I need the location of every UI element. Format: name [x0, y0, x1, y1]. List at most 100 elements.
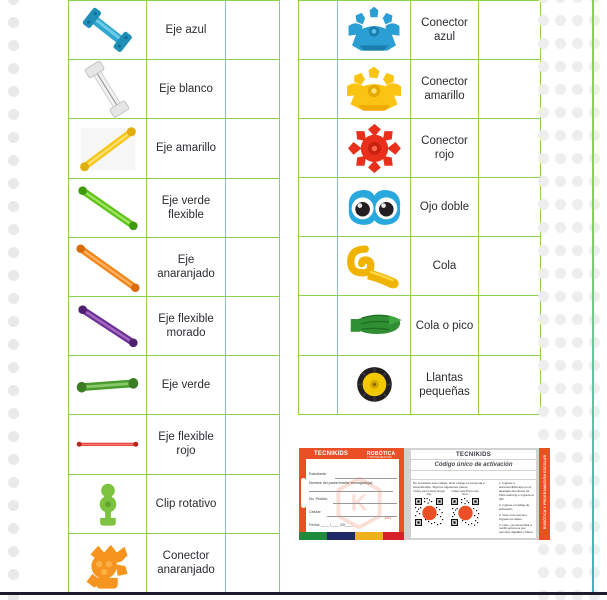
eje-verde-icon — [68, 355, 147, 416]
clip-rotativo-icon — [68, 473, 147, 534]
card-step-2: 2. Ingrese el código de activación. — [499, 502, 530, 511]
cell-nombre-pieza: Conector azul — [410, 0, 479, 61]
cell-marca[interactable] — [225, 236, 280, 297]
cell-cantidad[interactable] — [298, 118, 338, 179]
card-color-stripes — [299, 532, 411, 540]
table-row: Conector anaranjado — [68, 532, 280, 593]
card-side-tab: ROBÓTICA Y PROGRAMACIÓN ESCOLAR TK — [539, 448, 563, 540]
cell-cantidad[interactable] — [298, 295, 338, 356]
eje-flexible-morado-icon — [68, 295, 147, 357]
table-row: Conector rojo — [298, 118, 541, 179]
cell-nombre-pieza: Ojo doble — [410, 177, 479, 238]
cell-marca[interactable] — [478, 177, 541, 238]
card-brand-tagline: ROBÓTICA — [367, 450, 396, 457]
card-code-blank-area[interactable] — [411, 471, 536, 479]
table-row: Cola o pico — [298, 295, 541, 356]
cell-nombre-pieza: Cola — [410, 236, 479, 297]
field-estudiante[interactable]: Estudiante: — [309, 472, 397, 479]
cell-marca[interactable] — [478, 59, 541, 120]
card-instructions-area: No comparta este código. Este código es … — [411, 480, 536, 538]
field-estudiante-label: Estudiante: — [309, 472, 327, 476]
conector-rojo-icon — [337, 118, 411, 179]
cell-marca[interactable] — [225, 59, 280, 120]
cell-marca[interactable] — [225, 0, 280, 61]
cell-nombre-pieza: Eje flexible rojo — [146, 414, 226, 475]
cell-marca[interactable] — [478, 236, 541, 297]
card-right-brand: TECNIKIDS — [411, 450, 536, 459]
cell-marca[interactable] — [225, 473, 280, 534]
cell-nombre-pieza: Conector amarillo — [410, 59, 479, 120]
cell-marca[interactable] — [225, 355, 280, 416]
page-bottom-rule — [0, 592, 607, 595]
field-celular[interactable]: Celular: — [309, 510, 397, 517]
table-row: Eje amarillo — [68, 118, 280, 179]
parts-table-right: Conector azul Conector amarillo Conector r… — [298, 0, 541, 415]
table-row: Cola — [298, 236, 541, 297]
table-row: Ojo doble — [298, 177, 541, 238]
eje-blanco-icon — [68, 59, 147, 120]
ojo-doble-icon — [337, 177, 411, 238]
cell-marca[interactable] — [225, 295, 280, 357]
cell-nombre-pieza: Eje amarillo — [146, 118, 226, 179]
activation-card-left-panel: TECNIKIDS ROBÓTICA Y PROGRAMACIÓN ESCOLA… — [299, 448, 411, 540]
card-side-mini-logo: TK — [559, 511, 563, 517]
qr-code-ios[interactable] — [450, 497, 480, 527]
right-accent-rule — [592, 0, 594, 593]
activation-card[interactable]: TECNIKIDS ROBÓTICA Y PROGRAMACIÓN ESCOLA… — [299, 448, 563, 540]
cell-nombre-pieza: Eje anaranjado — [146, 236, 226, 297]
conector-anaranjado-icon — [68, 532, 147, 593]
card-steps-list: 1. Ingrese a www.tecnikids.app en el apa… — [499, 481, 534, 537]
cell-cantidad[interactable] — [298, 236, 338, 297]
cell-marca[interactable] — [225, 118, 280, 179]
cell-nombre-pieza: Clip rotativo — [146, 473, 226, 534]
field-fecha-label: Fecha: ____ /____ /20____ — [309, 522, 353, 527]
cola-o-pico-icon — [337, 295, 411, 356]
qr-code-android[interactable] — [414, 497, 444, 527]
field-celular-label: Celular: — [309, 509, 322, 514]
eje-flexible-rojo-icon — [68, 414, 147, 475]
cell-cantidad[interactable] — [298, 59, 338, 120]
cell-nombre-pieza: Eje verde — [146, 355, 226, 416]
field-pedido[interactable]: No. Pedido: — [309, 497, 397, 504]
cell-nombre-pieza: Cola o pico — [410, 295, 479, 356]
table-row: Eje verde — [68, 355, 280, 416]
cell-marca[interactable] — [478, 295, 541, 356]
table-row: Eje verde flexible — [68, 177, 280, 238]
table-row: Eje flexible morado — [68, 295, 280, 357]
table-row: Eje flexible rojo — [68, 414, 280, 475]
card-brand-logo: TECNIKIDS — [314, 450, 349, 457]
cell-marca[interactable] — [225, 532, 280, 593]
table-row: Eje blanco — [68, 59, 280, 120]
cell-marca[interactable] — [478, 354, 541, 415]
cell-nombre-pieza: Conector rojo — [410, 118, 479, 179]
cell-marca[interactable] — [225, 414, 280, 475]
card-brand-bar: TECNIKIDS ROBÓTICA Y PROGRAMACIÓN ESCOLA… — [306, 449, 399, 462]
card-step-1: 1. Ingrese a www.tecnikids.app en el apa… — [499, 481, 534, 501]
card-form-area: K Estudiante: Nombre del padre/madre/ en… — [306, 459, 399, 532]
conector-amarillo-icon — [337, 59, 411, 120]
conector-azul-icon — [337, 0, 411, 61]
table-row: Clip rotativo — [68, 473, 280, 534]
card-note-text: No comparta este código. Este código es … — [413, 481, 485, 489]
card-punch-hole — [301, 478, 306, 508]
cell-cantidad[interactable] — [298, 0, 338, 61]
cell-marca[interactable] — [225, 177, 280, 238]
table-row: Eje anaranjado — [68, 236, 280, 297]
cell-marca[interactable] — [478, 0, 541, 61]
table-row: Conector amarillo — [298, 59, 541, 120]
cell-cantidad[interactable] — [298, 354, 338, 415]
cell-nombre-pieza: Eje verde flexible — [146, 177, 226, 238]
card-step-3: 3. Cree una cuenta e ingrese los datos. — [499, 512, 528, 521]
field-encargado[interactable]: Nombre del padre/madre/ encargado(a): — [309, 481, 393, 492]
parts-table-left: Eje azul Eje blanco Eje amarillo Eje verde … — [68, 0, 280, 593]
field-pedido-label: No. Pedido: — [309, 496, 328, 501]
card-side-tab-text: ROBÓTICA Y PROGRAMACIÓN ESCOLAR — [543, 454, 547, 530]
cell-cantidad[interactable] — [298, 177, 338, 238]
field-encargado-label: Nombre del padre/madre/ encargado(a): — [309, 480, 374, 485]
table-row: Llantas pequeñas — [298, 354, 541, 415]
table-row: Eje azul — [68, 0, 280, 61]
cell-marca[interactable] — [478, 118, 541, 179]
field-fecha[interactable]: Fecha: ____ /____ /20____ — [309, 523, 397, 530]
cell-nombre-pieza: Eje blanco — [146, 59, 226, 120]
